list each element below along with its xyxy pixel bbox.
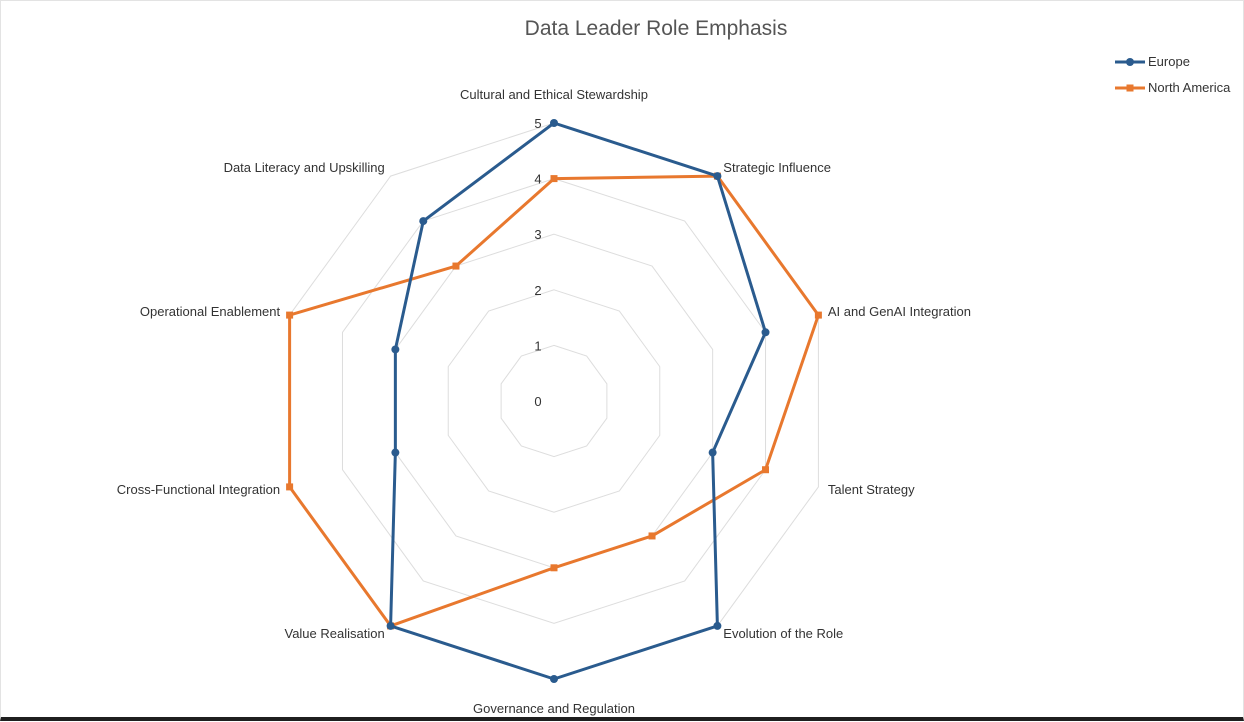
tick-labels: 0 1 2 3 4 5 bbox=[534, 116, 541, 409]
legend-label: North America bbox=[1148, 80, 1231, 95]
data-point[interactable] bbox=[286, 483, 294, 491]
data-point[interactable] bbox=[391, 345, 400, 354]
axis-label: Evolution of the Role bbox=[723, 626, 843, 641]
chart-title: Data Leader Role Emphasis bbox=[525, 17, 788, 40]
series-line bbox=[389, 121, 768, 681]
axis-label: Value Realisation bbox=[284, 626, 384, 641]
data-point[interactable] bbox=[550, 564, 558, 572]
data-point[interactable] bbox=[713, 172, 722, 181]
data-point[interactable] bbox=[648, 532, 656, 540]
grid-ring bbox=[341, 178, 767, 624]
grid-ring bbox=[394, 233, 714, 569]
tick-label: 0 bbox=[534, 394, 541, 409]
data-point[interactable] bbox=[550, 119, 558, 127]
legend-marker bbox=[1126, 58, 1134, 66]
axis-label: Operational Enablement bbox=[140, 304, 281, 319]
data-point[interactable] bbox=[452, 262, 460, 270]
axis-label: Cross-Functional Integration bbox=[117, 482, 280, 497]
axis-label: AI and GenAI Integration bbox=[828, 304, 971, 319]
axis-labels: Cultural and Ethical Stewardship Strategi… bbox=[117, 87, 971, 716]
legend-marker bbox=[1126, 84, 1134, 92]
tick-label: 3 bbox=[534, 227, 541, 242]
data-point[interactable] bbox=[550, 675, 558, 683]
data-point[interactable] bbox=[550, 175, 558, 183]
grid-ring bbox=[500, 344, 608, 458]
axis-label: Talent Strategy bbox=[828, 482, 915, 497]
legend: Europe North America bbox=[1115, 54, 1231, 95]
tick-label: 4 bbox=[534, 172, 541, 187]
data-point[interactable] bbox=[386, 621, 395, 630]
data-point[interactable] bbox=[762, 466, 770, 474]
tick-label: 5 bbox=[534, 116, 541, 131]
tick-label: 1 bbox=[534, 338, 541, 353]
grid-ring bbox=[447, 289, 661, 513]
data-point[interactable] bbox=[814, 311, 822, 319]
data-point[interactable] bbox=[391, 448, 400, 457]
tick-label: 2 bbox=[534, 283, 541, 298]
data-point[interactable] bbox=[419, 217, 428, 226]
data-point[interactable] bbox=[713, 621, 722, 630]
axis-label: Cultural and Ethical Stewardship bbox=[460, 87, 648, 102]
data-point[interactable] bbox=[761, 328, 770, 337]
axis-label: Governance and Regulation bbox=[473, 701, 635, 716]
legend-label: Europe bbox=[1148, 54, 1190, 69]
data-point[interactable] bbox=[286, 311, 294, 319]
axis-label: Data Literacy and Upskilling bbox=[224, 160, 385, 175]
series-layer bbox=[286, 119, 822, 683]
axis-label: Strategic Influence bbox=[723, 160, 831, 175]
legend-item[interactable]: Europe bbox=[1115, 54, 1190, 69]
data-point[interactable] bbox=[708, 448, 717, 457]
legend-item[interactable]: North America bbox=[1115, 80, 1231, 95]
